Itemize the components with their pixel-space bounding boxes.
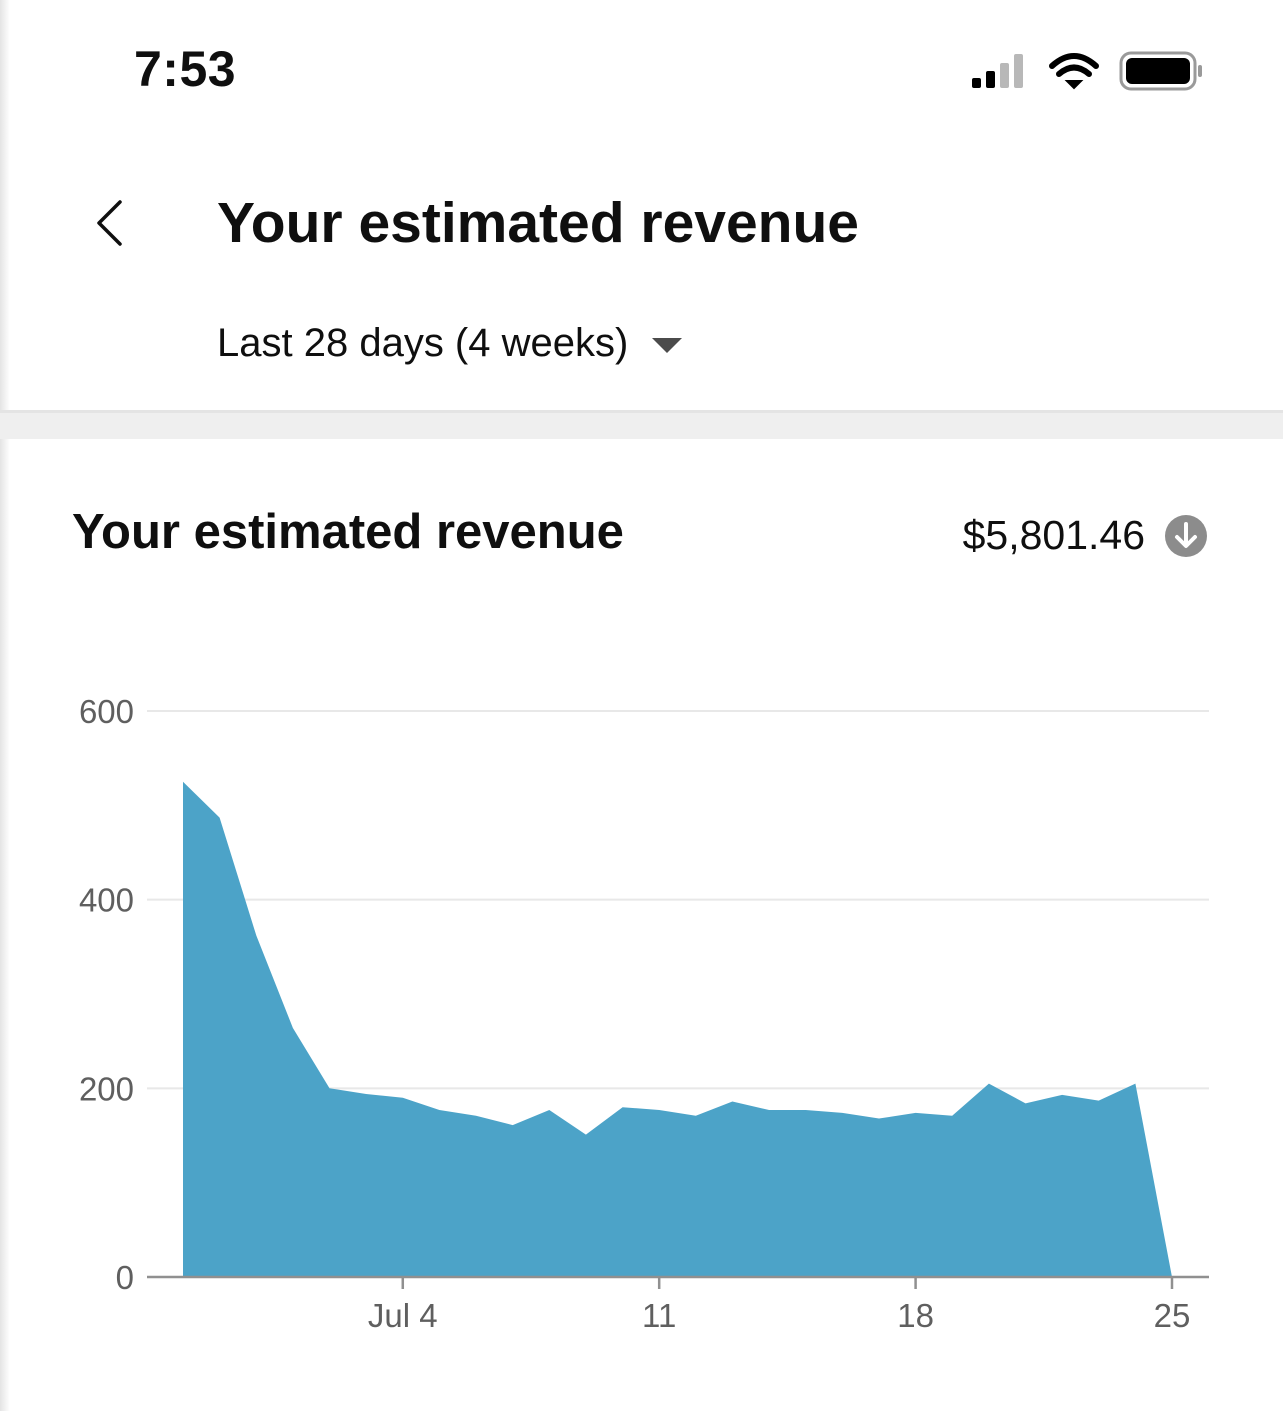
cellular-signal-icon xyxy=(972,54,1023,88)
chevron-left-icon xyxy=(97,200,122,246)
revenue-area-series xyxy=(183,781,1172,1277)
revenue-area-chart: 0 200 400 600 Jul 4 11 18 25 xyxy=(79,693,1209,1334)
page-title: Your estimated revenue xyxy=(217,191,860,255)
y-tick-label: 400 xyxy=(79,882,134,919)
card-title: Your estimated revenue xyxy=(72,505,624,559)
x-tick-label: 11 xyxy=(642,1297,676,1334)
status-icons xyxy=(972,51,1202,91)
edge-shadow xyxy=(0,0,10,1411)
battery-icon xyxy=(1119,51,1202,91)
arrow-down-circle-icon[interactable] xyxy=(1164,514,1208,558)
section-divider xyxy=(0,410,1283,439)
x-tick-label: 18 xyxy=(897,1297,934,1334)
back-button[interactable] xyxy=(82,190,138,256)
wifi-icon xyxy=(1049,53,1099,90)
y-tick-label: 0 xyxy=(116,1259,134,1296)
x-tick-label: 25 xyxy=(1154,1297,1191,1334)
y-tick-label: 200 xyxy=(79,1070,134,1107)
status-time: 7:53 xyxy=(134,41,237,97)
y-tick-label: 600 xyxy=(79,693,134,730)
caret-down-icon xyxy=(652,337,683,353)
x-tick-label: Jul 4 xyxy=(368,1297,438,1334)
period-label: Last 28 days (4 weeks) xyxy=(217,320,629,365)
total-revenue-value: $5,801.46 xyxy=(962,512,1145,558)
period-dropdown[interactable]: Last 28 days (4 weeks) xyxy=(217,318,683,368)
